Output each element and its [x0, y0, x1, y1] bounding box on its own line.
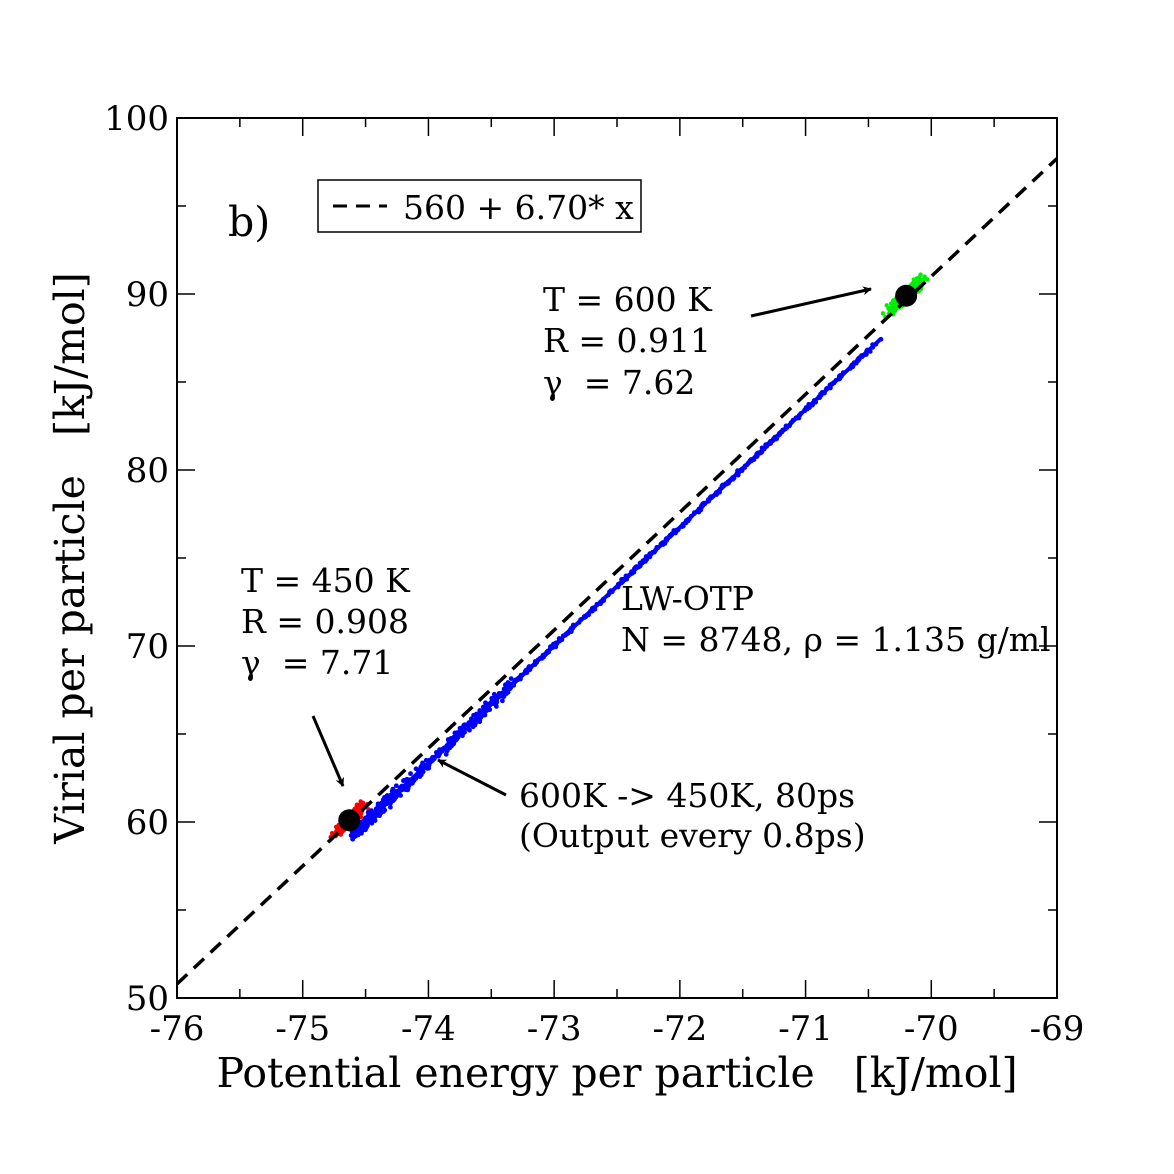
y-tick-label: 100	[104, 99, 169, 139]
mean-marker-mean-450K	[338, 809, 361, 832]
green-point	[880, 311, 886, 316]
x-tick-label: -71	[778, 1009, 833, 1049]
x-tick-label: -75	[275, 1009, 330, 1049]
blue-trajectory-core	[351, 337, 883, 836]
y-tick-label: 60	[126, 803, 169, 843]
annotation-450k-temperature: T = 450 K	[241, 561, 411, 600]
x-axis-title: Potential energy per particle [kJ/mol]	[216, 1049, 1017, 1097]
blue-point	[408, 771, 413, 777]
green-point	[923, 276, 929, 282]
y-tick-label: 70	[126, 627, 169, 667]
x-tick-label: -76	[150, 1009, 205, 1049]
green-point	[884, 303, 889, 308]
green-point	[892, 301, 897, 306]
x-tick-label: -70	[904, 1009, 959, 1049]
annotation-system: LW-OTP N = 8748, ρ = 1.135 g/ml	[621, 579, 1051, 659]
blue-point	[393, 783, 399, 789]
annotation-600k-gamma: γ = 7.62	[543, 363, 695, 402]
mean-marker-mean-600K	[895, 284, 918, 307]
green-point	[916, 275, 922, 280]
y-tick-label: 50	[126, 979, 169, 1019]
annotation-600k-r: R = 0.911	[543, 321, 711, 360]
blue-point	[489, 695, 495, 701]
marker-layer	[338, 284, 918, 832]
red-point	[339, 828, 344, 834]
green-point	[913, 282, 919, 287]
legend-box	[317, 179, 642, 233]
fit-line	[177, 157, 1057, 986]
y-tick-label: 90	[126, 275, 169, 315]
plot-frame	[176, 117, 1058, 999]
annotation-450k-gamma: γ = 7.71	[241, 643, 393, 682]
annotation-450k-r: R = 0.908	[241, 602, 409, 641]
green-point	[891, 304, 897, 310]
blue-point	[499, 698, 505, 704]
arrow-600k	[750, 286, 872, 318]
x-tick-label: -69	[1030, 1009, 1085, 1049]
blue-point	[420, 760, 425, 766]
blue-point	[502, 682, 508, 688]
arrow-450k	[311, 715, 345, 787]
annotation-quench-title: 600K -> 450K, 80ps	[519, 776, 855, 815]
x-tick-label: -74	[401, 1009, 456, 1049]
annotation-600k: T = 600 K R = 0.911 γ = 7.62	[543, 280, 872, 402]
y-tick-label: 80	[126, 451, 169, 491]
panel-label: b)	[228, 198, 270, 246]
green-point	[919, 277, 925, 283]
arrow-quench	[437, 758, 507, 797]
legend: 560 + 6.70* x	[317, 179, 642, 233]
annotation-600k-temperature: T = 600 K	[543, 280, 713, 319]
blue-point	[388, 804, 393, 810]
tick-layer: -76 -75 -74 -73 -72 -71 -70 -69 50 60 70 80 90 100	[104, 99, 1084, 1049]
blue-point	[426, 765, 432, 771]
green-point	[911, 277, 916, 282]
annotation-quench-output: (Output every 0.8ps)	[519, 816, 866, 855]
x-tick-label: -72	[652, 1009, 707, 1049]
legend-label: 560 + 6.70* x	[403, 188, 634, 227]
red-point	[335, 824, 340, 830]
annotation-system-name: LW-OTP	[621, 579, 754, 618]
annotation-quench: 600K -> 450K, 80ps (Output every 0.8ps)	[437, 758, 866, 855]
blue-point	[384, 793, 390, 798]
annotation-450k: T = 450 K R = 0.908 γ = 7.71	[241, 561, 411, 787]
blue-point	[350, 836, 356, 842]
blue-point	[401, 778, 406, 784]
y-axis-title: Virial per particle [kJ/mol]	[46, 272, 94, 845]
x-tick-label: -73	[527, 1009, 582, 1049]
annotation-system-params: N = 8748, ρ = 1.135 g/ml	[621, 620, 1051, 659]
blue-point	[508, 676, 514, 681]
green-point	[887, 305, 892, 310]
